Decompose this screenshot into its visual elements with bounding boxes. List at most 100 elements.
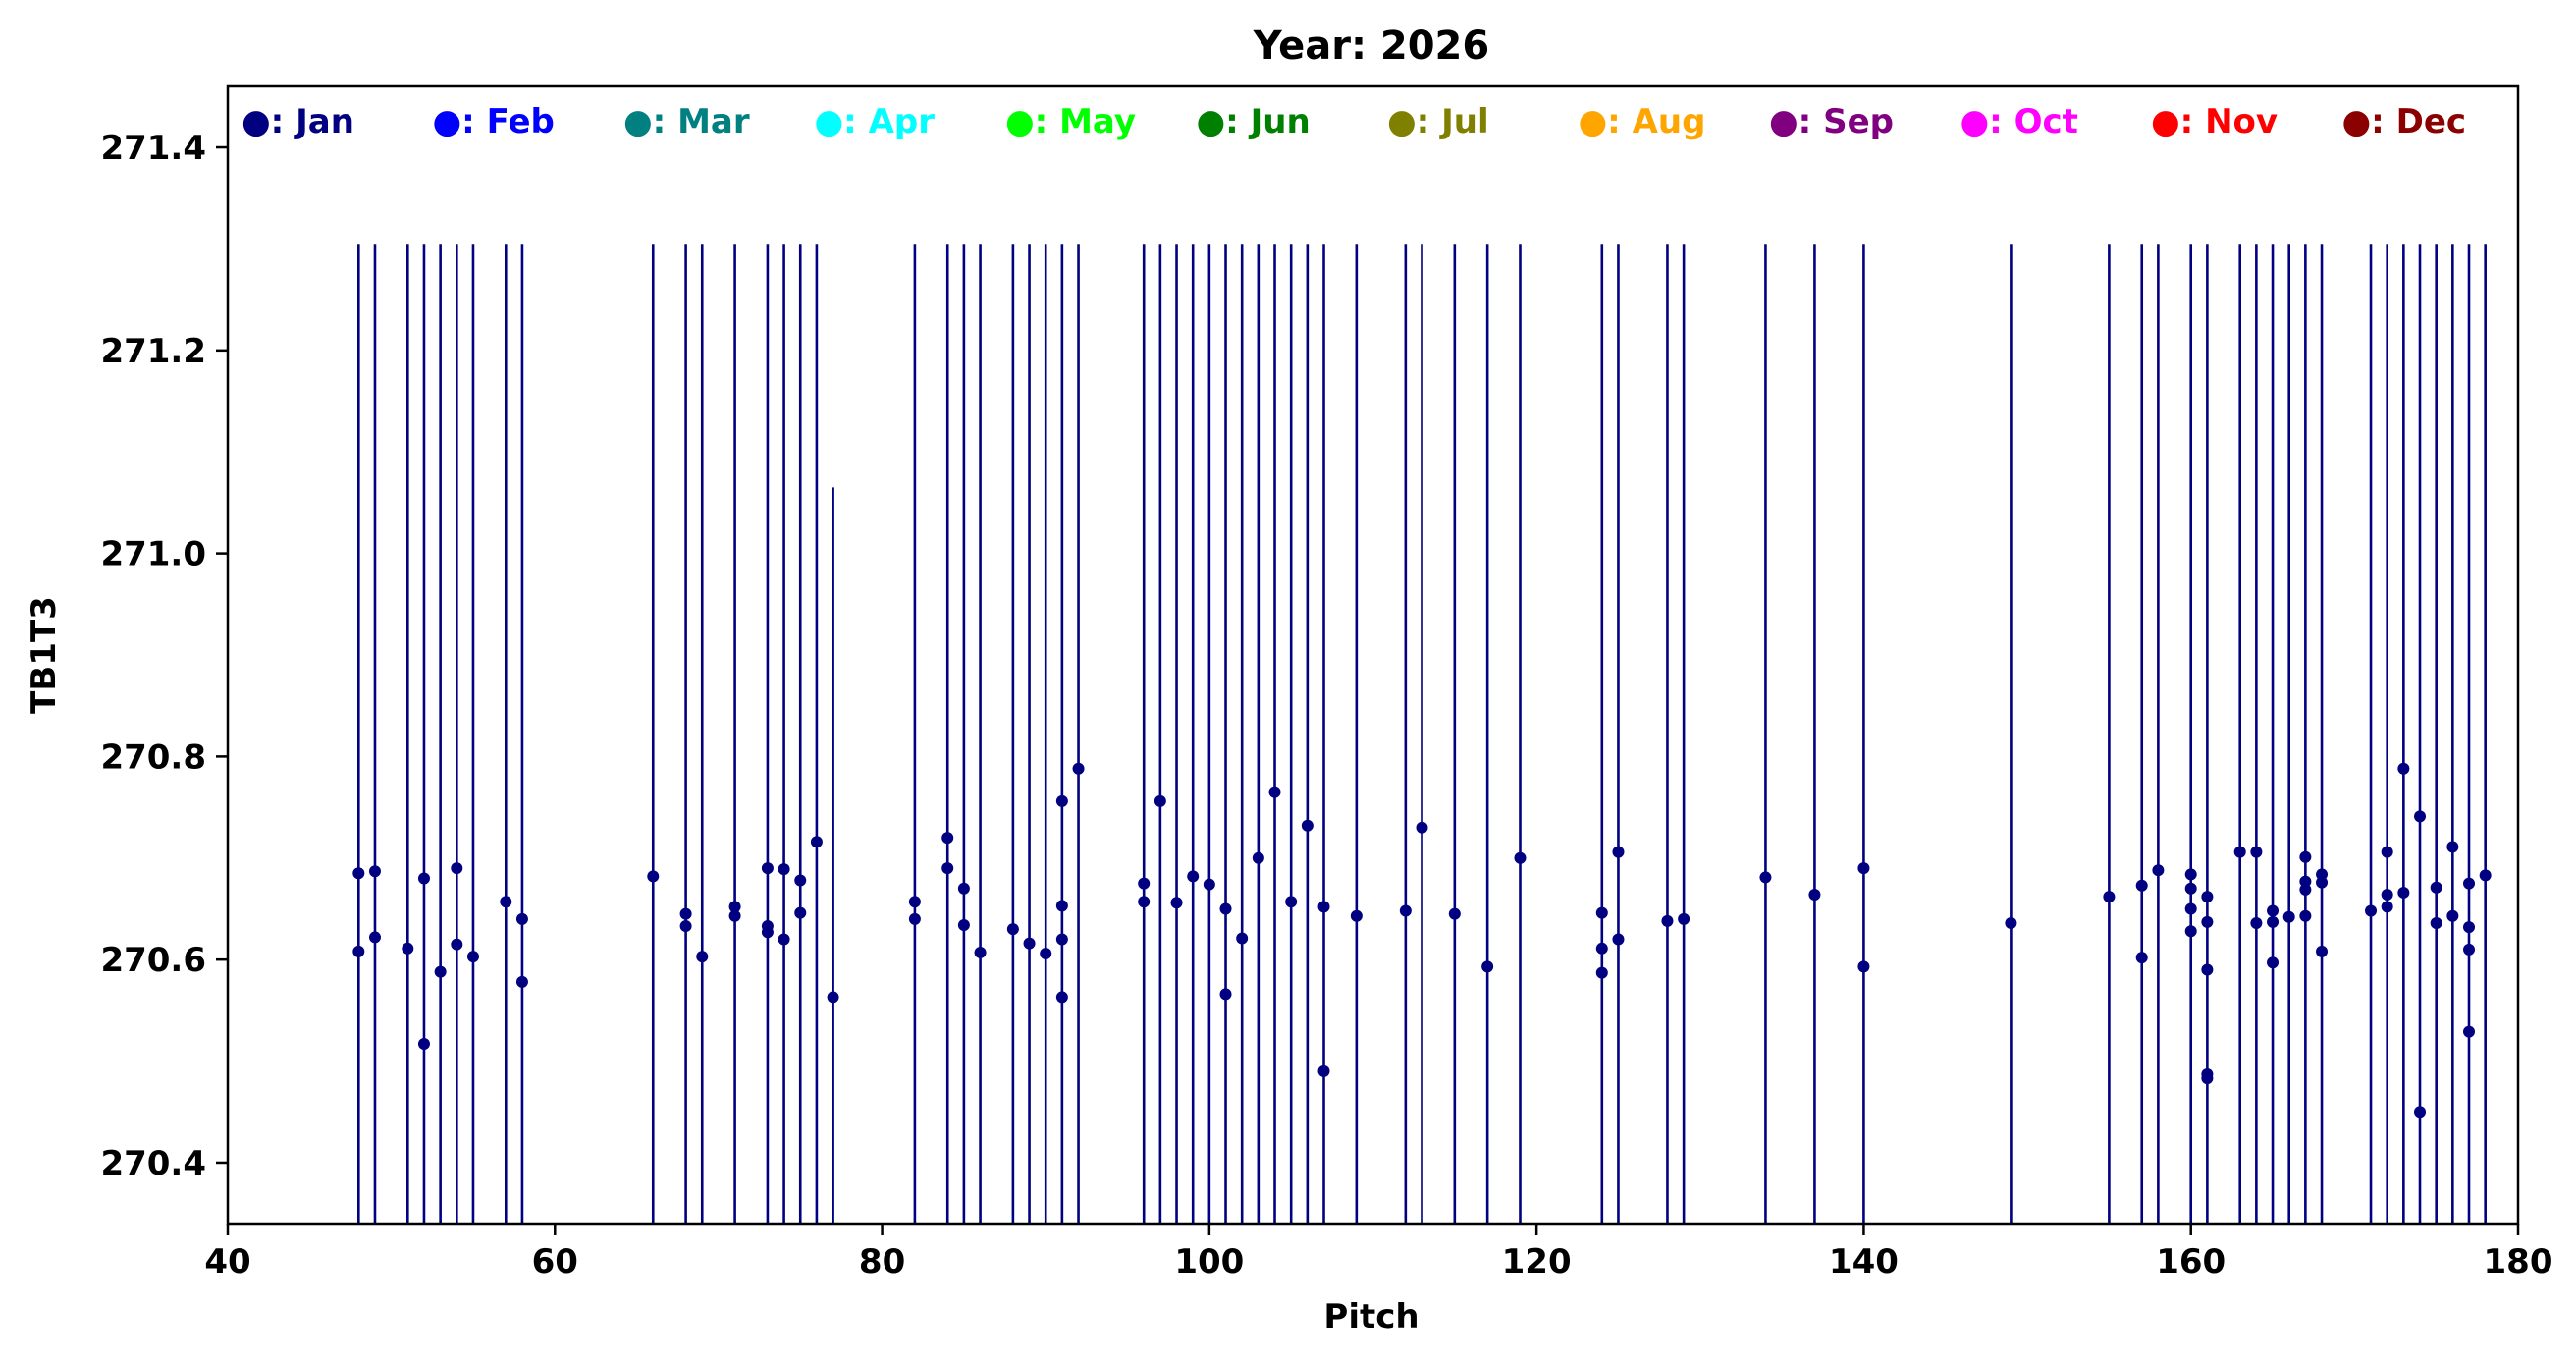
legend: ●: Jan ●: Feb ●: Mar ●: Apr ●: May ●: Jun ●: J… [242, 102, 2466, 141]
data-point [908, 896, 921, 908]
data-point [1055, 794, 1068, 807]
data-point [2299, 883, 2312, 896]
data-point [451, 862, 463, 875]
data-point [2250, 846, 2263, 858]
data-point [515, 975, 528, 988]
data-point [2463, 877, 2476, 890]
data-point [1448, 907, 1461, 920]
data-point [2299, 875, 2312, 888]
x-tick-label: 180 [2484, 1242, 2553, 1282]
data-point [1219, 988, 1232, 1001]
data-point [1187, 870, 1200, 883]
data-point [2135, 952, 2148, 964]
data-point [2381, 846, 2393, 858]
x-tick-label: 60 [532, 1242, 578, 1282]
data-point [1857, 960, 1870, 973]
data-point [2381, 889, 2393, 902]
data-point [417, 1037, 430, 1050]
data-point [2267, 915, 2280, 928]
data-point [417, 872, 430, 885]
data-point [2184, 882, 2197, 895]
data-point [1808, 889, 1821, 902]
plot-area [228, 86, 2518, 1224]
points-layer [352, 762, 2492, 1119]
data-point [2250, 916, 2263, 929]
data-point [794, 874, 807, 887]
data-point [2365, 904, 2378, 917]
x-tick-label: 40 [204, 1242, 250, 1282]
data-point [1612, 933, 1625, 946]
data-point [679, 920, 692, 933]
data-point [2184, 925, 2197, 938]
data-point [2463, 1025, 2476, 1038]
data-point [2201, 891, 2214, 903]
data-point [957, 919, 970, 932]
data-point [1301, 819, 1314, 832]
data-point [500, 896, 512, 908]
data-point [2233, 846, 2246, 858]
data-point [2414, 1106, 2427, 1119]
data-point [2282, 910, 2295, 923]
data-point [2430, 881, 2442, 894]
legend-entry: ●: Jun [1197, 102, 1311, 141]
data-point [2463, 921, 2476, 934]
x-tick-label: 80 [859, 1242, 905, 1282]
data-point [466, 951, 479, 963]
legend-entry: ●: Aug [1579, 102, 1706, 141]
data-point [1285, 896, 1298, 908]
x-axis: 40 60 80 100 120 140 160 180 [204, 1224, 2552, 1282]
data-point [778, 933, 790, 946]
data-point [352, 945, 365, 957]
data-point [2201, 1072, 2214, 1085]
legend-entry: ●: Jan [242, 102, 354, 141]
data-point [647, 870, 660, 883]
legend-entry: ●: Feb [433, 102, 555, 141]
legend-entry: ●: Nov [2151, 102, 2278, 141]
legend-entry: ●: Jul [1387, 102, 1489, 141]
plot-frame [226, 84, 2520, 1226]
y-tick-label: 270.8 [100, 738, 206, 777]
data-point [1481, 960, 1494, 973]
data-point [1317, 1065, 1330, 1077]
data-point [352, 867, 365, 880]
y-tick-label: 271.0 [100, 535, 206, 574]
data-point [2316, 945, 2329, 957]
data-point [1416, 821, 1428, 834]
x-tick-label: 120 [1502, 1242, 1572, 1282]
data-point [1055, 900, 1068, 912]
data-point [451, 938, 463, 951]
data-point [908, 912, 921, 925]
data-point [728, 901, 741, 913]
legend-entry: ●: Mar [623, 102, 750, 141]
data-point [2299, 909, 2312, 922]
y-tick-label: 270.4 [100, 1144, 206, 1183]
data-point [1661, 914, 1674, 927]
legend-entry: ●: Dec [2342, 102, 2467, 141]
data-point [2397, 886, 2410, 899]
x-axis-label: Pitch [1323, 1297, 1419, 1337]
data-point [2381, 901, 2393, 913]
data-point [515, 912, 528, 925]
data-point [778, 863, 790, 876]
legend-entry: ●: Apr [815, 102, 936, 141]
x-tick-label: 160 [2156, 1242, 2226, 1282]
data-point [1595, 966, 1608, 979]
data-point [2316, 876, 2329, 889]
data-point [728, 909, 741, 922]
data-point [2430, 916, 2442, 929]
data-point [2201, 915, 2214, 928]
data-point [1759, 871, 1772, 884]
data-point [2446, 909, 2459, 922]
data-point [434, 965, 447, 978]
data-point [1040, 947, 1052, 959]
data-point [810, 836, 823, 848]
data-point [2103, 891, 2116, 903]
x-tick-label: 140 [1829, 1242, 1899, 1282]
y-axis: 270.4 270.6 270.8 271.0 271.2 271.4 [100, 129, 228, 1183]
data-point [2201, 963, 2214, 976]
data-point [2463, 943, 2476, 956]
y-tick-label: 270.6 [100, 941, 206, 980]
data-point [368, 865, 381, 878]
legend-entry: ●: Oct [1960, 102, 2078, 141]
data-point [368, 931, 381, 944]
